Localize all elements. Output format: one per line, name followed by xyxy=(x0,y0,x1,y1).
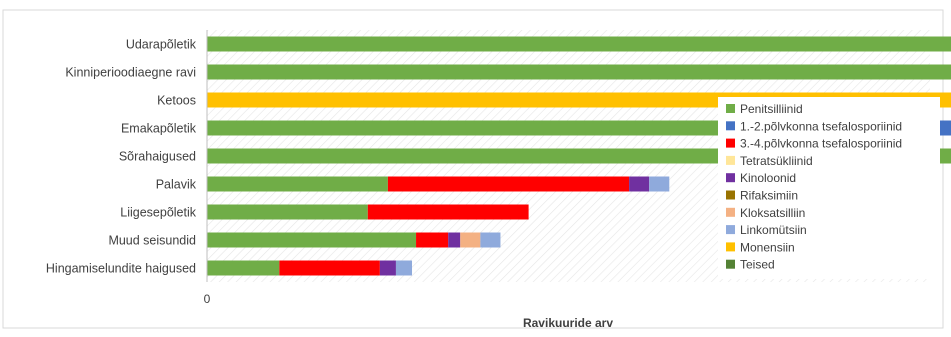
legend-swatch xyxy=(726,173,735,183)
bar-segment xyxy=(460,232,481,248)
bar-segment xyxy=(379,260,396,276)
category-label: Emakapõletik xyxy=(121,122,197,136)
legend-label: 3.-4.põlvkonna tsefalosporiinid xyxy=(740,137,902,151)
bar-segment xyxy=(649,176,670,192)
bar-segment xyxy=(448,232,461,248)
legend: Penitsilliinid 1.-2.põlvkonna tsefalospor… xyxy=(718,97,940,279)
legend-label: Monensiin xyxy=(740,240,795,254)
legend-swatch xyxy=(726,242,735,252)
legend-swatch xyxy=(726,190,735,200)
legend-label: Rifaksimiin xyxy=(740,189,798,203)
category-label: Palavik xyxy=(156,178,197,192)
legend-label: Tetratsükliinid xyxy=(740,154,813,168)
category-label: Udarapõletik xyxy=(126,38,197,52)
category-label: Hingamiselundite haigused xyxy=(46,262,196,276)
legend-label: Kloksatsilliin xyxy=(740,206,805,220)
bar-segment xyxy=(207,204,368,220)
bar-segment xyxy=(279,260,380,276)
legend-label: Kinoloonid xyxy=(740,171,796,185)
bar-segment xyxy=(207,36,951,52)
legend-label: Penitsilliinid xyxy=(740,102,803,116)
x-tick-labels: 050001000015000 xyxy=(204,292,211,306)
legend-label: 1.-2.põlvkonna tsefalosporiinid xyxy=(740,119,902,133)
category-label: Ketoos xyxy=(157,94,196,108)
category-label: Kinniperioodiaegne ravi xyxy=(65,66,196,80)
bar-segment xyxy=(387,176,630,192)
legend-box xyxy=(718,97,940,279)
bar-segment xyxy=(395,260,413,276)
legend-swatch xyxy=(726,155,735,165)
x-axis-title: Ravikuuride arv xyxy=(523,316,613,330)
legend-swatch xyxy=(726,138,735,148)
legend-label: Teised xyxy=(740,258,775,272)
legend-swatch xyxy=(726,225,735,235)
x-tick-label: 0 xyxy=(204,292,211,306)
category-label: Liigesepõletik xyxy=(120,206,196,220)
bar-segment xyxy=(207,120,762,136)
legend-label: Linkomütsiin xyxy=(740,223,807,237)
legend-swatch xyxy=(726,207,735,217)
bar-segment xyxy=(416,232,449,248)
bar-segment xyxy=(480,232,501,248)
legend-swatch xyxy=(726,121,735,131)
bar-segment xyxy=(629,176,650,192)
bar-segment xyxy=(367,204,529,220)
category-label: Muud seisundid xyxy=(108,234,196,248)
legend-swatch xyxy=(726,259,735,269)
category-label: Sõrahaigused xyxy=(119,150,196,164)
bar-segment xyxy=(207,176,388,192)
bar-segment xyxy=(207,232,417,248)
bar-segment xyxy=(207,64,951,80)
bar-segment xyxy=(207,260,280,276)
legend-swatch xyxy=(726,104,735,113)
category-labels: Udarapõletik Kinniperioodiaegne ravi Ketoo… xyxy=(46,38,197,276)
